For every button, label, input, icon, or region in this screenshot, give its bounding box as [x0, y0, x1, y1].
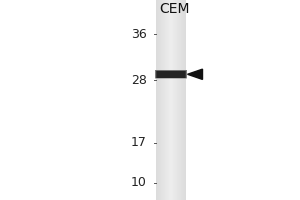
- Text: CEM: CEM: [159, 2, 189, 16]
- Text: 28: 28: [131, 73, 147, 86]
- Text: 36: 36: [131, 28, 147, 41]
- Polygon shape: [188, 69, 202, 79]
- Text: 17: 17: [131, 136, 147, 149]
- Text: 10: 10: [131, 176, 147, 189]
